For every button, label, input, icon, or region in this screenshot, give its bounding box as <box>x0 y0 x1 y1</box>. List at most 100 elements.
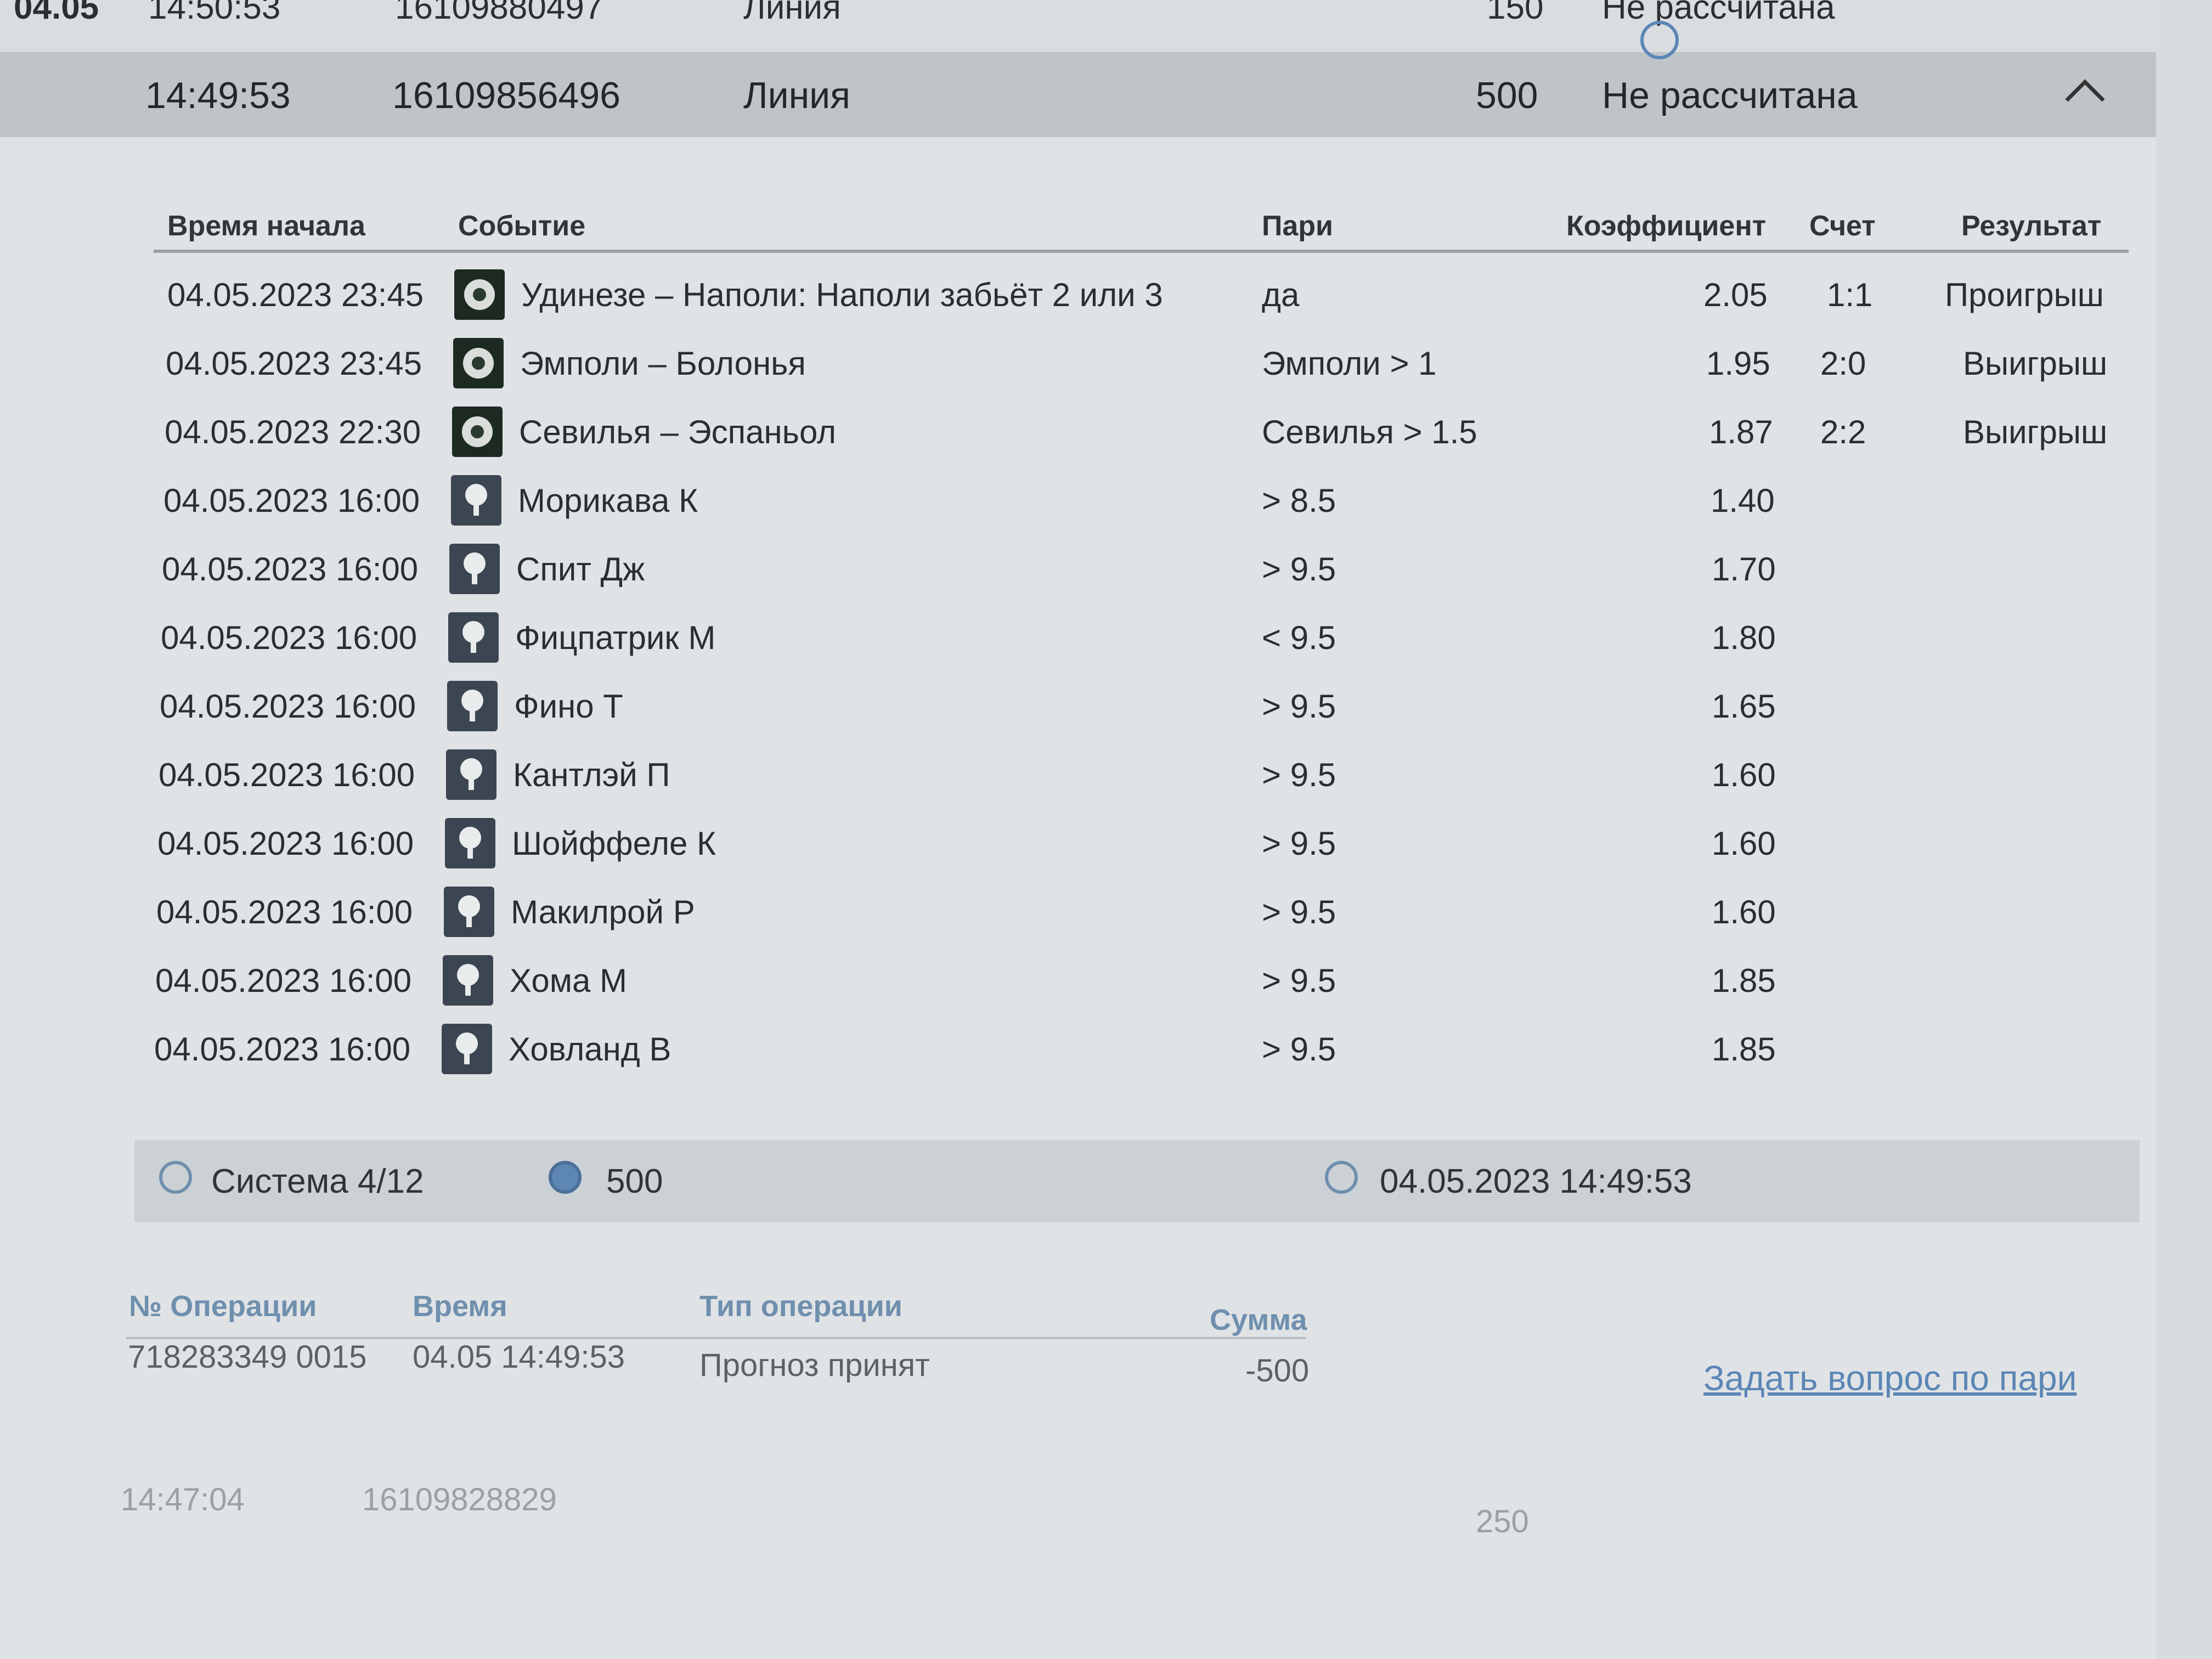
event-name: Удинезе – Наполи: Наполи забьёт 2 или 3 <box>521 276 1163 313</box>
info-icon[interactable] <box>159 1161 192 1194</box>
table-row: 04.05.2023 16:00 Макилрой Р > 9.5 1.60 <box>0 878 2156 946</box>
result: Выигрыш <box>1963 414 2108 450</box>
bet-outcome: > 9.5 <box>1262 688 1336 725</box>
row-id: 16109880497 <box>395 0 603 26</box>
next-row-amount: 250 <box>1476 1504 1529 1539</box>
event-name: Ховланд В <box>509 1031 672 1068</box>
coin-icon <box>549 1161 582 1194</box>
start-time: 04.05.2023 16:00 <box>157 825 414 862</box>
row-status: Не рассчитана <box>1602 0 1835 26</box>
bet-row-previous[interactable]: 04.05 14:50:53 16109880497 Линия 150 Не … <box>0 0 2156 49</box>
score: 1:1 <box>1827 276 1873 313</box>
ops-header-number: № Операции <box>129 1290 317 1323</box>
table-row: 04.05.2023 16:00 Фино Т > 9.5 1.65 <box>0 672 2156 741</box>
row-date: 04.05 <box>14 0 99 26</box>
bet-outcome: < 9.5 <box>1262 619 1336 656</box>
soccer-ball-icon <box>453 338 504 388</box>
golf-icon <box>443 955 493 1006</box>
start-time: 04.05.2023 16:00 <box>155 962 412 999</box>
clock-icon <box>1325 1161 1358 1194</box>
start-time: 04.05.2023 16:00 <box>159 757 415 793</box>
row-type: Линия <box>743 75 850 116</box>
bet-outcome: да <box>1262 276 1300 313</box>
coefficient: 1.87 <box>1709 414 1773 450</box>
golf-icon <box>442 1024 492 1074</box>
golf-icon <box>445 818 495 868</box>
stake-amount: 500 <box>606 1163 663 1200</box>
bet-outcome: > 8.5 <box>1262 482 1336 519</box>
table-row: 04.05.2023 23:45 Удинезе – Наполи: Напол… <box>0 261 2156 329</box>
table-row: 04.05.2023 16:00 Спит Дж > 9.5 1.70 <box>0 535 2156 603</box>
bet-outcome: Эмполи > 1 <box>1262 345 1437 382</box>
bet-outcome: > 9.5 <box>1262 1031 1336 1068</box>
ask-question-link[interactable]: Задать вопрос по пари <box>1703 1358 2077 1398</box>
op-number: 718283349 0015 <box>128 1339 367 1375</box>
golf-icon <box>451 475 501 526</box>
event-name: Фино Т <box>514 688 623 725</box>
bet-outcome: > 9.5 <box>1262 757 1336 793</box>
table-row: 04.05.2023 16:00 Морикава К > 8.5 1.40 <box>0 466 2156 535</box>
col-header-event: Событие <box>458 210 586 242</box>
question-icon[interactable] <box>1640 21 1679 59</box>
col-header-coef: Коэффициент <box>1566 210 1767 242</box>
bet-outcome: > 9.5 <box>1262 894 1336 930</box>
row-status: Не рассчитана <box>1602 75 1858 116</box>
coefficient: 1.70 <box>1712 551 1776 588</box>
table-row: 04.05.2023 23:45 Эмполи – Болонья Эмполи… <box>0 329 2156 398</box>
col-header-start: Время начала <box>167 210 365 242</box>
row-type: Линия <box>743 0 841 26</box>
row-time: 14:50:53 <box>148 0 281 26</box>
result: Выигрыш <box>1963 345 2108 382</box>
start-time: 04.05.2023 16:00 <box>156 894 413 930</box>
chevron-up-icon[interactable] <box>2065 79 2105 119</box>
result: Проигрыш <box>1945 276 2104 313</box>
op-sum: -500 <box>1245 1353 1310 1389</box>
coefficient: 1.60 <box>1712 757 1776 793</box>
event-name: Фицпатрик М <box>515 619 716 656</box>
event-name: Кантлэй П <box>513 757 670 793</box>
table-header-divider <box>154 250 2129 253</box>
event-name: Эмполи – Болонья <box>520 345 806 382</box>
start-time: 04.05.2023 22:30 <box>165 414 421 450</box>
start-time: 04.05.2023 16:00 <box>154 1031 411 1068</box>
score: 2:0 <box>1820 345 1866 382</box>
golf-icon <box>444 887 494 937</box>
bet-row-expanded[interactable]: 14:49:53 16109856496 Линия 500 Не рассчи… <box>0 52 2156 137</box>
ops-header-time: Время <box>413 1290 507 1323</box>
coefficient: 1.85 <box>1712 1031 1776 1068</box>
bet-outcome: > 9.5 <box>1262 962 1336 999</box>
start-time: 04.05.2023 23:45 <box>166 345 422 382</box>
event-name: Макилрой Р <box>511 894 695 930</box>
table-row: 04.05.2023 16:00 Хома М > 9.5 1.85 <box>0 946 2156 1015</box>
bet-datetime: 04.05.2023 14:49:53 <box>1380 1163 1692 1200</box>
soccer-ball-icon <box>452 407 503 457</box>
col-header-result: Результат <box>1961 210 2102 242</box>
event-name: Морикава К <box>518 482 698 519</box>
row-amount: 500 <box>1476 75 1538 116</box>
coefficient: 2.05 <box>1703 276 1768 313</box>
coefficient: 1.85 <box>1712 962 1776 999</box>
coefficient: 1.60 <box>1712 894 1776 930</box>
golf-icon <box>449 544 500 594</box>
table-row: 04.05.2023 16:00 Шойффеле К > 9.5 1.60 <box>0 809 2156 878</box>
start-time: 04.05.2023 16:00 <box>162 551 419 588</box>
bet-details-panel: Время начала Событие Пари Коэффициент Сч… <box>0 137 2156 1659</box>
coefficient: 1.40 <box>1711 482 1775 519</box>
start-time: 04.05.2023 16:00 <box>163 482 420 519</box>
ops-header-divider <box>126 1337 1306 1339</box>
golf-icon <box>446 749 496 800</box>
op-time: 04.05 14:49:53 <box>413 1339 625 1375</box>
row-amount: 150 <box>1487 0 1544 26</box>
event-name: Спит Дж <box>516 551 645 588</box>
bet-outcome: > 9.5 <box>1262 551 1336 588</box>
ops-header-type: Тип операции <box>699 1290 902 1323</box>
col-header-score: Счет <box>1809 210 1876 242</box>
coefficient: 1.60 <box>1712 825 1776 862</box>
system-type: Система 4/12 <box>211 1163 424 1200</box>
next-row-id: 16109828829 <box>362 1482 557 1517</box>
next-row-time: 14:47:04 <box>121 1482 245 1517</box>
bet-summary-bar: Система 4/12 500 04.05.2023 14:49:53 <box>134 1140 2140 1222</box>
col-header-bet: Пари <box>1262 210 1334 242</box>
event-name: Хома М <box>510 962 627 999</box>
start-time: 04.05.2023 16:00 <box>161 619 417 656</box>
